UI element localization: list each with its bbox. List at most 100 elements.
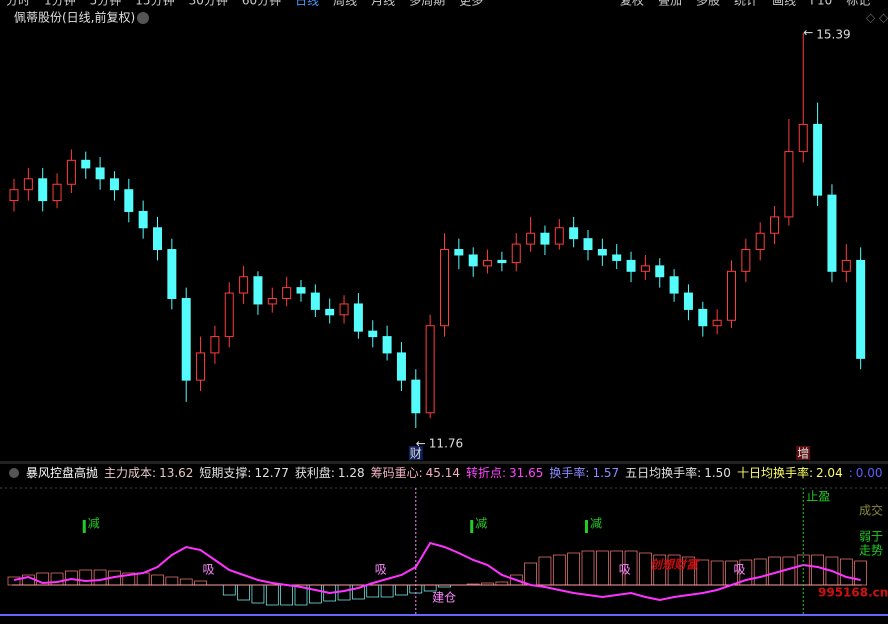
period-tab[interactable]: 周线 — [333, 0, 357, 8]
event-badge — [408, 446, 423, 460]
candle-body — [827, 194, 837, 272]
candle-body — [196, 352, 206, 381]
event-label: 增 — [797, 447, 809, 461]
field-label: 十日均换手率: — [737, 465, 813, 480]
period-tab[interactable]: 5分钟 — [90, 0, 122, 8]
candle-body — [368, 330, 378, 338]
signal-label: 建仓 — [432, 591, 456, 605]
candle-body — [856, 259, 866, 359]
candle-body — [253, 276, 263, 305]
field-value: 1.28 — [338, 466, 365, 480]
candle-body — [66, 159, 76, 185]
tool-button[interactable]: F10 — [810, 0, 832, 8]
candle-body — [741, 249, 751, 272]
field-value: 0.00 — [856, 466, 883, 480]
watermark: 创想财富 — [650, 558, 700, 572]
candle-body — [770, 216, 780, 234]
field-label: 获利盘: — [295, 465, 335, 480]
candle-body — [841, 259, 851, 272]
field-label: 筹码重心: — [371, 466, 423, 480]
candle-body — [353, 303, 363, 332]
candle-body — [784, 151, 794, 218]
period-tab[interactable]: 15分钟 — [135, 0, 174, 8]
candle-body — [23, 178, 33, 191]
period-tab[interactable]: 60分钟 — [242, 0, 281, 8]
candle-body — [282, 287, 292, 300]
candle-body — [626, 259, 636, 272]
period-tab[interactable]: 30分钟 — [189, 0, 228, 8]
tool-button[interactable]: 画线 — [772, 0, 796, 8]
tool-button[interactable]: 多股 — [696, 0, 720, 8]
period-tab[interactable]: 多周期 — [409, 0, 445, 8]
title-dropdown[interactable] — [137, 12, 149, 24]
signal-label: 减 — [475, 517, 487, 531]
candle-body — [454, 249, 464, 256]
min-label: 11.76 — [429, 437, 463, 451]
side-label: 弱于 — [859, 530, 883, 544]
event-label: 财 — [410, 447, 422, 461]
tool-button[interactable]: 统计 — [734, 0, 758, 8]
field-value: 12.77 — [254, 466, 288, 480]
side-label: 成交 — [859, 503, 883, 518]
candle-body — [712, 319, 722, 327]
pane-toggle[interactable] — [9, 468, 19, 478]
candle-body — [9, 189, 19, 202]
period-tab[interactable]: 月线 — [371, 0, 395, 8]
candle-body — [52, 183, 62, 202]
candle-body — [640, 265, 650, 272]
candle-body — [597, 249, 607, 256]
field-label: 短期支撑: — [199, 465, 251, 480]
candle-body — [440, 249, 449, 327]
candle-body — [612, 254, 622, 261]
field-value: 45.14 — [426, 466, 460, 480]
candle-body — [382, 336, 392, 354]
indicator-line — [13, 541, 861, 602]
candle-body — [181, 298, 191, 381]
indicator-title: 暴风控盘高抛 — [26, 465, 98, 480]
field-label: 转折点: — [466, 465, 506, 480]
candle-body — [540, 232, 550, 245]
candle-body — [95, 167, 105, 180]
candle-body — [296, 287, 306, 294]
field-label: 五日均换手率: — [625, 465, 701, 480]
candle-body — [727, 270, 736, 321]
field-value: 31.65 — [509, 466, 543, 480]
candle-body — [511, 243, 521, 264]
field-value: 1.50 — [704, 466, 731, 480]
field-value: 13.62 — [159, 466, 193, 480]
event-badge — [796, 446, 811, 460]
max-arrow: ← — [803, 26, 813, 40]
candle-body — [124, 189, 134, 212]
pane-divider — [0, 461, 888, 464]
signal-label: 吸 — [203, 563, 215, 577]
candle-body — [583, 238, 593, 251]
candle-body — [683, 292, 693, 310]
period-tab[interactable]: 分时 — [6, 0, 30, 8]
signal-tick — [82, 520, 86, 533]
signal-label: 吸 — [375, 563, 387, 577]
period-tab[interactable]: 1分钟 — [44, 0, 76, 8]
tool-button[interactable]: 叠加 — [658, 0, 682, 8]
field-value: 2.04 — [816, 466, 843, 480]
candle-body — [38, 178, 48, 202]
candle-body — [339, 303, 349, 316]
signal-label: 吸 — [619, 563, 631, 577]
chart-title: 佩蒂股份(日线,前复权) — [14, 10, 135, 25]
candle-body — [425, 325, 435, 414]
take-profit-label: 止盈 — [806, 490, 830, 504]
period-tab[interactable]: 更多 — [459, 0, 483, 8]
candle-body — [483, 259, 493, 267]
candle-body — [468, 254, 478, 267]
tool-button[interactable]: 标记 — [846, 0, 870, 8]
watermark-url: 995168.cn — [818, 586, 888, 600]
candle-body — [669, 276, 679, 294]
pane-icons[interactable]: ◇ ◇ — [866, 11, 888, 25]
signal-label: 减 — [88, 517, 100, 531]
tool-button[interactable]: 复权 — [620, 0, 644, 8]
candle-body — [310, 292, 320, 310]
period-tab[interactable]: 日线 — [295, 0, 319, 8]
candle-body — [798, 123, 808, 153]
candle-body — [755, 232, 765, 251]
candle-body — [167, 249, 177, 300]
